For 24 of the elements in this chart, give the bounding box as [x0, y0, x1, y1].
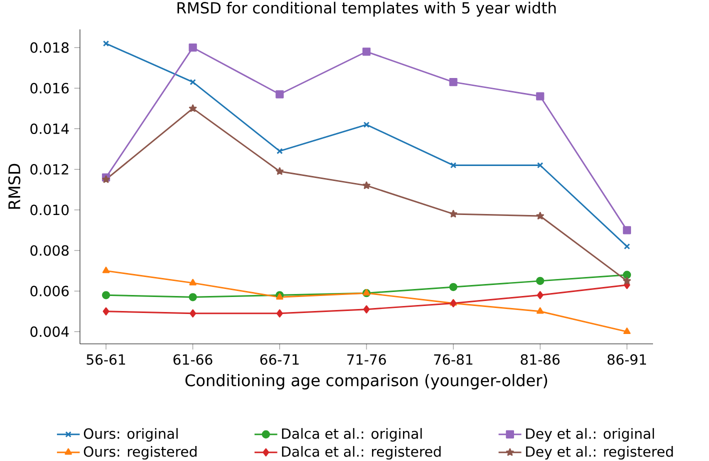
- y-tick-label: 0.004: [30, 326, 69, 337]
- legend-label: Dalca et al.: original: [282, 428, 422, 442]
- legend-label: Dey et al.: registered: [526, 446, 673, 460]
- chart-title: RMSD for conditional templates with 5 year width: [178, 2, 556, 17]
- x-tick-label: 56-61: [86, 354, 126, 365]
- legend-label: Dey et al.: original: [526, 428, 654, 442]
- legend-label: Ours: registered: [84, 446, 197, 460]
- y-tick-label: 0.012: [30, 164, 68, 175]
- x-axis-title: Conditioning age comparison (younger-older): [185, 374, 548, 390]
- x-tick-label: 86-91: [608, 354, 646, 365]
- y-axis-title: RMSD: [8, 164, 20, 209]
- y-tick-label: 0.006: [30, 286, 69, 296]
- y-tick-label: 0.008: [30, 245, 69, 256]
- x-tick-label: 71-76: [347, 354, 386, 365]
- x-tick-label: 81-86: [520, 354, 560, 365]
- x-tick-label: 66-71: [260, 354, 299, 365]
- legend-label: Ours: original: [84, 428, 178, 442]
- legend-label: Dalca et al.: registered: [282, 446, 441, 460]
- y-tick-label: 0.018: [30, 42, 69, 53]
- y-tick-label: 0.016: [30, 82, 69, 94]
- y-tick-label: 0.010: [30, 204, 69, 216]
- x-tick-label: 76-81: [434, 354, 472, 365]
- x-tick-label: 61-66: [173, 354, 212, 365]
- y-tick-label: 0.014: [30, 123, 69, 134]
